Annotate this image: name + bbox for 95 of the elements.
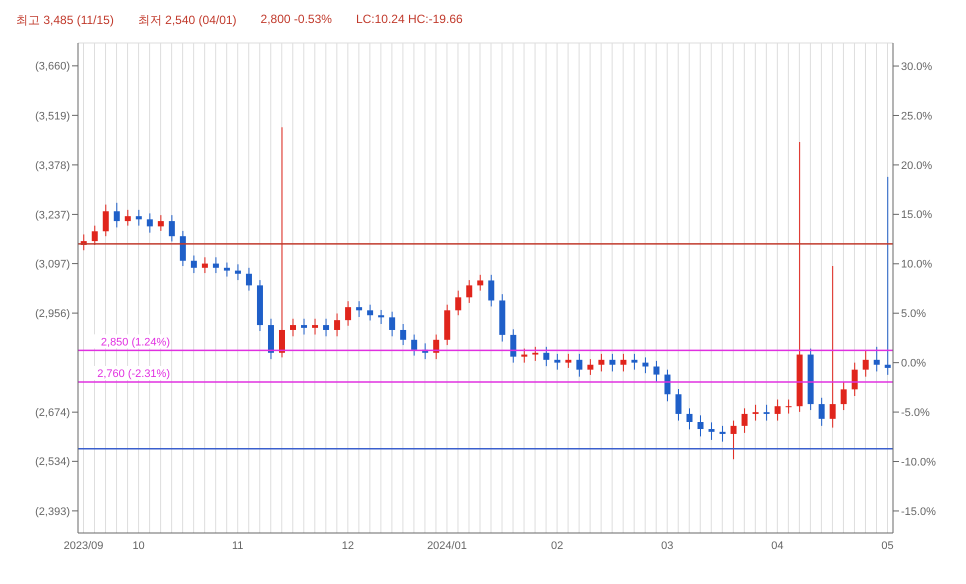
candlestick xyxy=(708,422,715,440)
text: LC:10.24 HC:-19.66 xyxy=(356,12,463,28)
y-tick-label: (3,097) xyxy=(35,258,70,270)
candlestick xyxy=(720,425,726,442)
y2-tick-label: 15.0% xyxy=(901,209,932,222)
candlestick xyxy=(246,267,252,292)
candlestick xyxy=(786,399,792,414)
candlestick xyxy=(301,318,308,336)
x-tick-label: 2023/09 xyxy=(64,540,104,552)
candlestick xyxy=(455,290,462,316)
candlestick xyxy=(334,312,340,337)
candlestick xyxy=(852,362,858,397)
candlestick xyxy=(224,262,230,278)
ref-line-label: 2,760 (-2.31%) xyxy=(97,368,170,380)
candlestick xyxy=(840,381,847,411)
candlestick xyxy=(675,388,682,422)
candlestick xyxy=(686,408,692,430)
candlestick xyxy=(367,304,374,321)
candlestick xyxy=(389,311,396,337)
x-tick-label: 02 xyxy=(550,540,564,552)
candlestick xyxy=(609,353,616,372)
y2-tick-label: 5.0% xyxy=(901,308,926,320)
candlestick xyxy=(290,318,296,337)
candlestick xyxy=(477,274,484,292)
candlestick xyxy=(565,353,572,368)
x-tick-label: 04 xyxy=(771,540,784,552)
candlestick xyxy=(136,209,142,226)
x-tick-label: 12 xyxy=(342,540,354,552)
candlestick xyxy=(234,264,241,281)
y-tick-label: (3,237) xyxy=(35,209,70,222)
candlestick xyxy=(356,300,362,318)
candlestick xyxy=(543,346,550,367)
candlestick xyxy=(620,353,626,372)
candlestick xyxy=(400,324,406,346)
candlestick xyxy=(698,414,704,437)
candlestick xyxy=(158,214,164,232)
y-tick-label: (2,534) xyxy=(35,456,70,468)
candlestick xyxy=(587,358,594,376)
candlestick xyxy=(190,255,197,274)
candlestick xyxy=(774,399,781,422)
candlestick xyxy=(378,309,384,325)
candlestick xyxy=(312,318,318,336)
y2-tick-label: 30.0% xyxy=(901,60,932,73)
x-tick-label: 2024/01 xyxy=(427,540,467,552)
candlestick xyxy=(576,353,582,378)
candlestick xyxy=(345,300,352,326)
x-tick-label: 11 xyxy=(232,540,244,552)
y2-tick-label: 20.0% xyxy=(901,160,932,172)
x-tick-label: 03 xyxy=(661,540,674,552)
candlestick xyxy=(752,404,759,422)
candlestick xyxy=(124,209,131,226)
candlestick xyxy=(411,334,418,356)
candlestick xyxy=(730,420,737,460)
y-tick-label: (2,393) xyxy=(35,506,70,518)
candlestick xyxy=(664,369,670,402)
candlestick xyxy=(818,397,825,426)
candlestick xyxy=(510,328,516,364)
y-tick-label: (3,519) xyxy=(35,110,70,122)
candlestick xyxy=(146,212,153,234)
candlestick xyxy=(521,348,528,364)
candlestick xyxy=(466,280,472,304)
candlestick xyxy=(742,408,748,434)
y-tick-label: (2,674) xyxy=(35,407,70,420)
y2-tick-label: -15.0% xyxy=(901,506,936,518)
candlestick xyxy=(862,350,869,378)
y-tick-label: (3,378) xyxy=(35,160,70,172)
candlestick xyxy=(631,353,638,370)
candlestick xyxy=(598,353,604,372)
candlestick xyxy=(488,274,494,307)
y2-tick-label: 25.0% xyxy=(901,110,932,122)
y-tick-label: (3,660) xyxy=(35,60,70,73)
candlestick xyxy=(114,202,120,228)
candlestick xyxy=(323,318,330,337)
candlestick xyxy=(202,256,208,274)
x-tick-label: 10 xyxy=(132,540,145,552)
x-tick-label: 05 xyxy=(881,540,894,552)
candlestick xyxy=(830,266,836,428)
text: 2,800 -0.53% xyxy=(260,12,332,28)
candlestick xyxy=(874,346,880,372)
y2-tick-label: 0.0% xyxy=(901,358,926,370)
candlestick xyxy=(212,256,219,274)
candlestick xyxy=(642,356,648,374)
candlestick xyxy=(653,360,660,382)
candlestick xyxy=(764,404,770,422)
text: 최저 2,540 (04/01) xyxy=(138,12,237,29)
candlestick xyxy=(554,353,560,370)
ref-line-label: 2,850 (1.24%) xyxy=(100,336,170,348)
y-tick-label: (2,956) xyxy=(35,308,70,320)
y2-tick-label: -5.0% xyxy=(901,406,930,419)
candlestick xyxy=(168,214,175,242)
text: 최고 3,485 (11/15) xyxy=(16,12,114,29)
y2-tick-label: -10.0% xyxy=(901,456,936,468)
y2-tick-label: 10.0% xyxy=(901,258,932,271)
candlestick xyxy=(92,225,98,246)
candlestick xyxy=(102,204,109,237)
